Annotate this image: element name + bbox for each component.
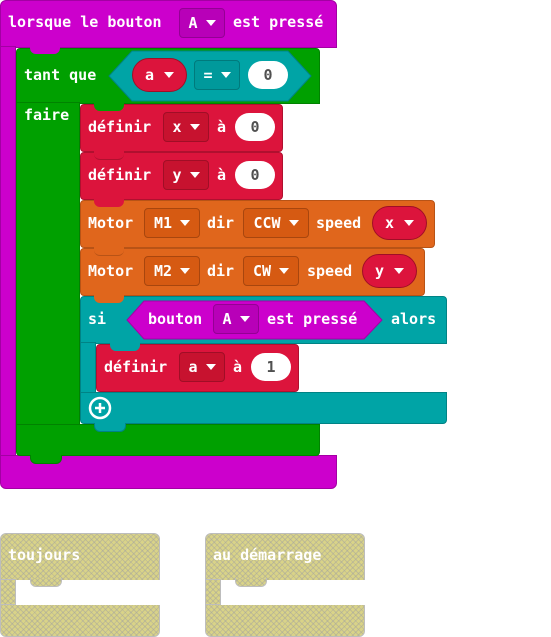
notch: [110, 343, 140, 351]
motor2-speed-label: speed: [307, 262, 353, 280]
set-x-to-label: à: [217, 118, 227, 136]
notch: [94, 199, 124, 207]
if-button-value: A: [222, 310, 232, 328]
set-a-to-label: à: [233, 358, 243, 376]
on-start-label: au démarrage: [213, 546, 322, 564]
condition-var-value: a: [144, 66, 155, 84]
caret-down-icon: [288, 220, 299, 226]
plus-circle-icon[interactable]: [88, 396, 112, 420]
set-y-to-label: à: [217, 166, 227, 184]
motor2-dir-label: dir: [207, 262, 235, 280]
event-suffix-label: est pressé: [233, 13, 324, 31]
motor2-dir-dropdown[interactable]: CW: [243, 256, 299, 286]
forever-label: toujours: [8, 546, 81, 564]
caret-down-icon: [164, 72, 175, 78]
caret-down-icon: [279, 268, 290, 274]
motor1-speed-var: x: [384, 214, 395, 232]
motor2-speed-var: y: [374, 262, 385, 280]
if-cond-prefix: bouton: [148, 310, 203, 328]
condition-value-input[interactable]: 0: [248, 61, 288, 89]
motor1-select-dropdown[interactable]: M1: [144, 208, 200, 238]
caret-down-icon: [239, 316, 250, 322]
caret-down-icon: [180, 220, 191, 226]
notch: [94, 103, 124, 111]
set-y-label: définir: [88, 166, 152, 184]
variable-y-reporter[interactable]: y: [362, 254, 417, 288]
set-x-value-input[interactable]: 0: [235, 113, 275, 141]
set-a-value-input[interactable]: 1: [251, 353, 291, 381]
variable-x-reporter[interactable]: x: [372, 206, 427, 240]
caret-down-icon: [220, 72, 231, 78]
operator-value: =: [203, 66, 213, 84]
notch: [30, 455, 62, 464]
notch: [30, 578, 62, 587]
motor2-select-dropdown[interactable]: M2: [144, 256, 200, 286]
notch: [94, 247, 124, 256]
set-y-var-dropdown[interactable]: y: [163, 160, 209, 190]
event-button-value: A: [188, 14, 198, 32]
motor1-dir-value: CCW: [253, 214, 281, 232]
if-button-dropdown[interactable]: A: [213, 304, 259, 334]
set-a-label: définir: [104, 358, 168, 376]
caret-down-icon: [189, 172, 200, 178]
notch: [235, 578, 267, 587]
caret-down-icon: [394, 268, 405, 274]
set-x-var-dropdown[interactable]: x: [163, 112, 209, 142]
motor1-speed-label: speed: [316, 214, 362, 232]
motor2-value: M2: [153, 262, 173, 280]
set-a-var-value: a: [188, 358, 198, 376]
then-label: alors: [391, 310, 437, 328]
set-x-label: définir: [88, 118, 152, 136]
motor2-label: Motor: [88, 262, 134, 280]
caret-down-icon: [180, 268, 191, 274]
caret-down-icon: [189, 124, 200, 130]
event-prefix-label: lorsque le bouton: [8, 13, 162, 31]
operator-dropdown[interactable]: =: [194, 60, 240, 90]
motor1-label: Motor: [88, 214, 134, 232]
motor1-dir-label: dir: [207, 214, 235, 232]
do-label: faire: [24, 106, 70, 124]
motor1-dir-dropdown[interactable]: CCW: [243, 208, 309, 238]
while-label: tant que: [24, 66, 97, 84]
set-y-value-input[interactable]: 0: [235, 161, 275, 189]
event-button-dropdown[interactable]: A: [179, 8, 225, 38]
notch: [94, 295, 124, 303]
notch: [94, 423, 126, 432]
if-label: si: [88, 310, 107, 328]
caret-down-icon: [205, 20, 216, 26]
motor1-value: M1: [153, 214, 173, 232]
set-x-var-value: x: [172, 118, 182, 136]
notch: [30, 46, 60, 54]
caret-down-icon: [404, 220, 415, 226]
caret-down-icon: [205, 364, 216, 370]
motor2-dir-value: CW: [252, 262, 272, 280]
variable-a-reporter[interactable]: a: [132, 58, 187, 92]
notch: [94, 151, 124, 160]
set-y-var-value: y: [172, 166, 182, 184]
set-a-var-dropdown[interactable]: a: [179, 352, 225, 382]
if-cond-suffix: est pressé: [267, 310, 358, 328]
